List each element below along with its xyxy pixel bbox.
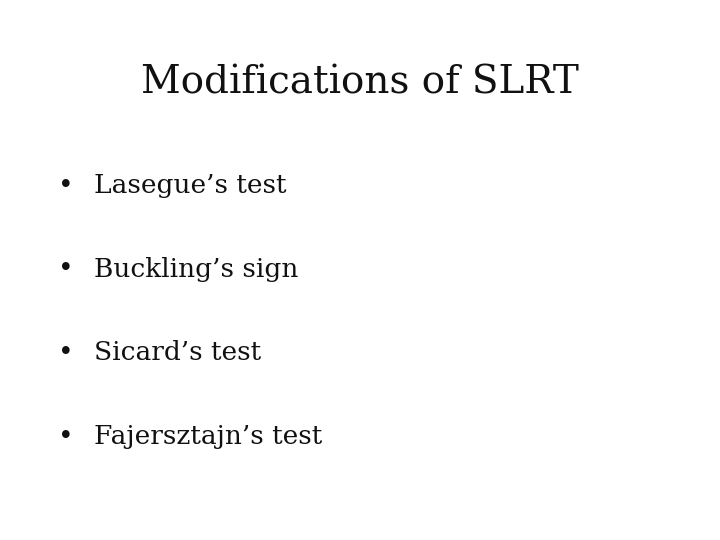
Text: Modifications of SLRT: Modifications of SLRT: [141, 65, 579, 102]
Text: Lasegue’s test: Lasegue’s test: [94, 173, 286, 198]
Text: •: •: [58, 173, 73, 198]
Text: Sicard’s test: Sicard’s test: [94, 340, 261, 365]
Text: Buckling’s sign: Buckling’s sign: [94, 256, 298, 281]
Text: •: •: [58, 340, 73, 365]
Text: •: •: [58, 256, 73, 281]
Text: •: •: [58, 424, 73, 449]
Text: Fajersztajn’s test: Fajersztajn’s test: [94, 424, 322, 449]
